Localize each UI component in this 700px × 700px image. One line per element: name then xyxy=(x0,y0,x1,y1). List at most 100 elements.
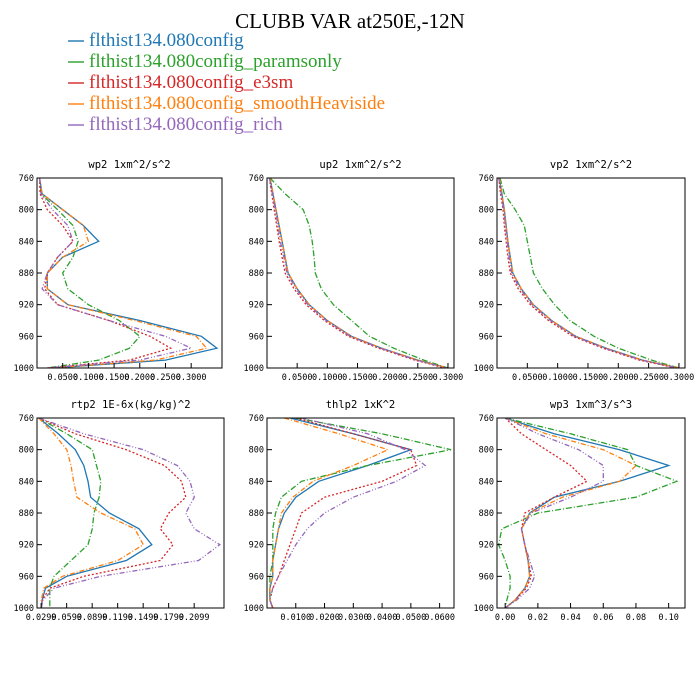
x-tick-label: 0.1199 xyxy=(102,613,133,623)
x-tick-label: 0.08 xyxy=(626,613,646,623)
y-tick-label: 840 xyxy=(479,237,494,247)
panel-1: wp2 1xm^2/s^2 760 800 840 880 920 960 1000 0.050… xyxy=(14,159,223,383)
series-line-3 xyxy=(38,418,187,608)
legend-item: flthist134.080config_paramsonly xyxy=(68,51,342,72)
x-tick-label: 0.10 xyxy=(658,613,678,623)
y-tick-label: 760 xyxy=(479,174,494,184)
series-line-1 xyxy=(38,418,153,608)
legend-label: flthist134.080config_rich xyxy=(89,114,283,135)
series-line-2 xyxy=(269,418,452,608)
x-tick-label: 0.2000 xyxy=(124,373,155,383)
y-tick-label: 840 xyxy=(249,477,264,487)
x-tick-label: 0.0200 xyxy=(309,613,340,623)
x-tick-label: 0.0500 xyxy=(47,373,78,383)
series-line-4 xyxy=(504,418,638,608)
x-tick-label: 0.2000 xyxy=(372,373,403,383)
series-line-4 xyxy=(269,418,390,608)
series-line-3 xyxy=(38,178,173,368)
series-group xyxy=(38,178,219,368)
y-tick-label: 840 xyxy=(249,237,264,247)
y-tick-label: 960 xyxy=(479,572,494,582)
series-line-3 xyxy=(498,178,677,368)
legend-label: flthist134.080config_smoothHeaviside xyxy=(89,93,385,114)
x-tick-label: 0.0600 xyxy=(424,613,455,623)
x-tick-label: 0.0299 xyxy=(26,613,57,623)
y-tick-label: 920 xyxy=(19,541,34,551)
y-tick-label: 800 xyxy=(249,206,264,216)
series-line-5 xyxy=(269,418,427,608)
plot-frame xyxy=(36,417,225,609)
legend-label: flthist134.080config_paramsonly xyxy=(89,51,342,72)
y-tick-label: 960 xyxy=(479,332,494,342)
series-line-2 xyxy=(499,178,680,368)
y-tick-label: 1000 xyxy=(14,364,34,374)
y-tick-label: 840 xyxy=(19,237,34,247)
y-tick-label: 920 xyxy=(479,301,494,311)
y-tick-label: 840 xyxy=(479,477,494,487)
y-tick-label: 920 xyxy=(19,301,34,311)
series-group xyxy=(498,178,680,368)
legend-label: flthist134.080config_e3sm xyxy=(89,72,293,93)
y-tick-label: 920 xyxy=(249,541,264,551)
series-line-3 xyxy=(504,418,589,608)
legend-item: flthist134.080config_smoothHeaviside xyxy=(68,93,385,114)
y-tick-label: 800 xyxy=(479,446,494,456)
y-tick-label: 760 xyxy=(249,414,264,424)
x-tick-label: 0.3000 xyxy=(433,373,464,383)
x-tick-label: 0.1499 xyxy=(128,613,159,623)
x-tick-label: 0.0400 xyxy=(367,613,398,623)
series-line-4 xyxy=(38,418,145,608)
y-tick-label: 920 xyxy=(249,301,264,311)
panel-2: up2 1xm^2/s^2 760 800 840 880 920 960 1000 0.050… xyxy=(244,159,464,383)
plot-frame xyxy=(36,177,223,369)
series-line-5 xyxy=(38,418,221,608)
x-tick-label: 0.1799 xyxy=(153,613,184,623)
x-tick-label: 0.0300 xyxy=(338,613,369,623)
series-group xyxy=(269,418,452,608)
x-tick-label: 0.0500 xyxy=(512,373,543,383)
y-tick-label: 960 xyxy=(19,332,34,342)
y-tick-label: 880 xyxy=(479,509,494,519)
x-tick-label: 0.0100 xyxy=(280,613,311,623)
y-tick-label: 760 xyxy=(19,174,34,184)
legend-item: flthist134.080config_rich xyxy=(68,114,283,135)
panel-title: rtp2 1E-6x(kg/kg)^2 xyxy=(70,399,190,411)
series-line-2 xyxy=(38,178,141,368)
y-tick-label: 880 xyxy=(19,509,34,519)
x-tick-label: 0.04 xyxy=(560,613,580,623)
x-tick-label: 0.00 xyxy=(495,613,515,623)
series-line-3 xyxy=(269,418,418,608)
y-tick-label: 880 xyxy=(249,269,264,279)
x-tick-label: 0.2500 xyxy=(150,373,181,383)
y-tick-label: 800 xyxy=(249,446,264,456)
panel-title: wp3 1xm^3/s^3 xyxy=(550,399,632,411)
x-tick-label: 0.2500 xyxy=(402,373,433,383)
series-group xyxy=(38,418,221,608)
panel-3: vp2 1xm^2/s^2 760 800 840 880 920 960 1000 0.050… xyxy=(474,159,695,383)
series-group xyxy=(268,178,449,368)
x-tick-label: 0.0500 xyxy=(282,373,313,383)
x-tick-label: 0.1000 xyxy=(542,373,573,383)
y-tick-label: 960 xyxy=(19,572,34,582)
x-tick-label: 0.06 xyxy=(593,613,613,623)
x-tick-label: 0.3000 xyxy=(664,373,695,383)
panels-grid: wp2 1xm^2/s^2 760 800 840 880 920 960 1000 0.050… xyxy=(14,159,695,623)
series-line-2 xyxy=(38,418,102,608)
x-tick-label: 0.1000 xyxy=(312,373,343,383)
series-line-2 xyxy=(269,178,449,368)
series-line-4 xyxy=(38,178,208,368)
series-group xyxy=(497,418,679,608)
y-tick-label: 800 xyxy=(19,446,34,456)
figure-title: CLUBB VAR at250E,-12N xyxy=(235,9,465,33)
y-tick-label: 800 xyxy=(19,206,34,216)
legend-item: flthist134.080config_e3sm xyxy=(68,72,293,93)
x-tick-label: 0.2099 xyxy=(179,613,210,623)
y-tick-label: 800 xyxy=(479,206,494,216)
series-line-4 xyxy=(498,178,680,368)
x-tick-label: 0.0899 xyxy=(77,613,108,623)
y-tick-label: 760 xyxy=(249,174,264,184)
x-tick-label: 0.2000 xyxy=(603,373,634,383)
x-tick-label: 0.1500 xyxy=(342,373,373,383)
y-tick-label: 1000 xyxy=(474,364,494,374)
